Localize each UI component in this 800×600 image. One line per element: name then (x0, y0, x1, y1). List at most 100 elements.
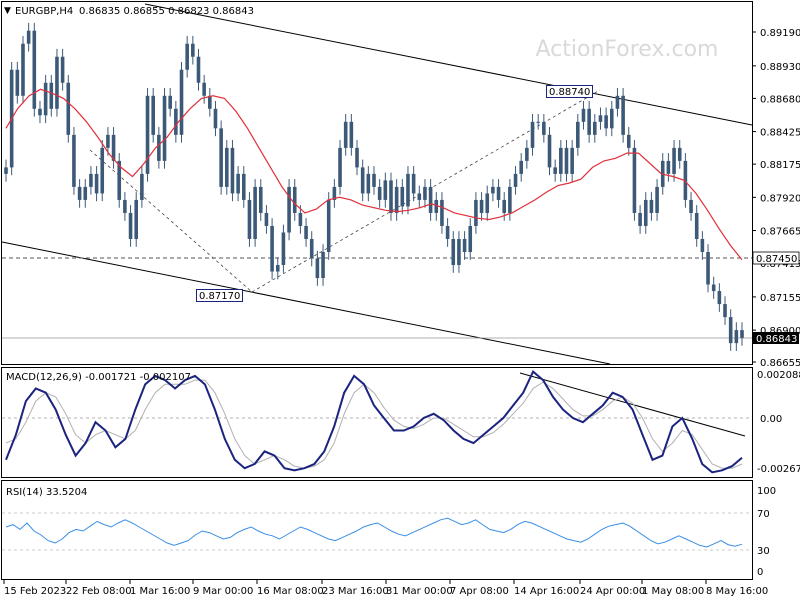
candle-body (26, 30, 31, 44)
candle-body (700, 238, 705, 252)
candle-body (343, 121, 348, 148)
candle-body (21, 43, 25, 96)
current-price-tag-label: 0.86843 (756, 334, 797, 345)
candle-body (406, 173, 410, 207)
candle-body (128, 212, 133, 239)
time-tick-label: 23 Mar 16:00 (322, 586, 389, 597)
candle-body (230, 147, 235, 194)
candle-body (428, 186, 433, 213)
candle-body (547, 134, 552, 168)
candle-body (202, 82, 206, 96)
candle-body (219, 128, 223, 187)
candle-body (326, 199, 331, 252)
candle-body (366, 173, 371, 194)
candle-body (423, 186, 427, 200)
candle-body (581, 108, 586, 122)
candle-body (123, 199, 127, 213)
macd-panel-frame (1, 367, 753, 478)
candle-body (411, 173, 416, 194)
price-tick-label: 0.88680 (760, 94, 800, 105)
candle-body (615, 95, 620, 109)
candle-body (728, 317, 733, 344)
candle-body (394, 186, 399, 213)
moving-average-line (5, 88, 743, 261)
rsi-tick-70: 70 (757, 509, 770, 520)
macd-main-line (5, 369, 743, 474)
candle-body (638, 212, 642, 226)
candle-body (576, 121, 580, 148)
candle-body (711, 284, 716, 292)
candle-body (502, 199, 507, 213)
candle-body (174, 108, 178, 135)
candle-series (4, 22, 744, 351)
candle-body (72, 134, 76, 187)
time-tick-label: 8 May 16:00 (706, 586, 768, 597)
candle-body (111, 134, 116, 161)
time-tick-label: 22 Feb 08:00 (66, 586, 132, 597)
candle-body (468, 225, 473, 252)
time-tick-label: 31 Mar 00:00 (386, 586, 453, 597)
annotation-high: 0.88740 (546, 85, 593, 98)
candle-body (377, 186, 382, 200)
candle-body (213, 108, 218, 129)
candle-body (479, 199, 484, 213)
candle-body (151, 95, 155, 135)
candle-body (655, 186, 659, 213)
candle-body (400, 186, 405, 207)
candle-body (321, 252, 325, 279)
candle-body (38, 108, 42, 116)
annotation-high-label: 0.88740 (549, 87, 590, 98)
rsi-line (5, 517, 743, 548)
candle-body (179, 69, 184, 135)
candle-body (689, 199, 693, 213)
candle-body (723, 304, 727, 318)
price-panel-frame (1, 1, 753, 365)
candle-body (530, 121, 535, 148)
time-tick-label: 1 May 08:00 (642, 586, 704, 597)
candle-body (281, 232, 286, 266)
candle-body (100, 147, 105, 194)
candle-body (332, 186, 337, 200)
candle-body (457, 238, 461, 266)
candle-body (694, 212, 699, 239)
candle-body (247, 199, 252, 239)
candle-body (564, 147, 569, 174)
rsi-tick-0: 0 (757, 567, 763, 578)
candle-body (49, 82, 54, 109)
candle-body (525, 147, 529, 161)
price-tick-label: 0.89190 (760, 28, 800, 39)
candle-body (83, 186, 88, 200)
candle-body (666, 160, 671, 174)
candle-body (434, 199, 439, 213)
candle-body (485, 193, 490, 213)
candle-body (145, 95, 150, 174)
candle-body (275, 265, 280, 272)
candle-body (677, 147, 682, 161)
time-tick-label: 1 Mar 16:00 (130, 586, 190, 597)
price-tick-label: 0.88930 (760, 62, 800, 73)
candle-body (94, 173, 99, 194)
candle-body (383, 180, 388, 200)
candle-body (338, 147, 342, 187)
price-tick-label: 0.87415 (760, 259, 800, 270)
candle-body (258, 186, 263, 213)
watermark: ActionForex.com (536, 37, 719, 62)
candle-body (315, 258, 320, 279)
candle-body (491, 186, 495, 194)
candle-body (536, 121, 540, 123)
time-tick-label: 16 Mar 08:00 (257, 586, 324, 597)
dropdown-icon[interactable]: ▼ (4, 6, 11, 16)
candle-body (157, 134, 161, 161)
candle-body (140, 173, 144, 200)
price-tick-label: 0.87665 (760, 227, 800, 238)
candle-body (134, 199, 139, 239)
candle-body (349, 121, 354, 148)
candle-body (287, 186, 291, 233)
candle-body (440, 199, 444, 226)
macd-tick-bottom: -0.002679 (757, 464, 800, 475)
candle-body (106, 134, 110, 148)
candle-body (225, 147, 229, 187)
candle-body (609, 108, 614, 129)
candle-body (162, 95, 167, 161)
